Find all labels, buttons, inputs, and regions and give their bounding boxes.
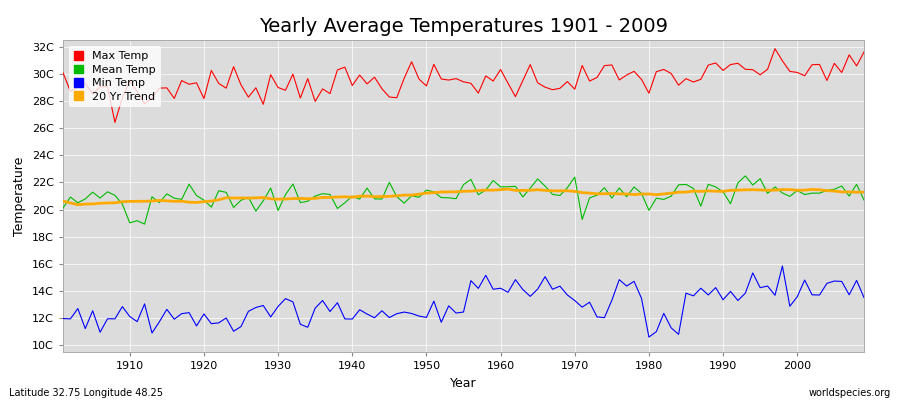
Line: Mean Temp: Mean Temp [63,176,864,224]
20 Yr Trend [510,188,521,193]
20 Yr Trend [72,202,83,207]
Title: Yearly Average Temperatures 1901 - 2009: Yearly Average Temperatures 1901 - 2009 [259,17,668,36]
Min Temp [859,295,869,300]
Mean Temp [117,202,128,206]
Text: Latitude 32.75 Longitude 48.25: Latitude 32.75 Longitude 48.25 [9,388,163,398]
Min Temp [584,300,595,304]
Mean Temp [58,206,68,210]
20 Yr Trend [58,199,68,204]
20 Yr Trend [502,186,513,191]
Max Temp [287,72,298,76]
Max Temp [591,75,602,80]
20 Yr Trend [859,190,869,194]
Mean Temp [495,184,506,189]
Min Temp [488,287,499,292]
Line: 20 Yr Trend: 20 Yr Trend [63,189,864,205]
Y-axis label: Temperature: Temperature [14,156,26,236]
Mean Temp [140,222,150,226]
Min Temp [325,309,336,314]
Line: Min Temp: Min Temp [63,266,864,337]
Max Temp [124,79,135,84]
Max Temp [495,67,506,72]
Min Temp [777,264,788,268]
20 Yr Trend [287,196,298,201]
Mean Temp [332,206,343,211]
X-axis label: Year: Year [450,376,477,390]
20 Yr Trend [124,199,135,204]
Min Temp [495,286,506,291]
20 Yr Trend [332,195,343,200]
Mean Temp [740,174,751,178]
Mean Temp [591,193,602,198]
Min Temp [58,316,68,321]
Min Temp [280,296,291,301]
Mean Temp [502,184,513,189]
Min Temp [117,304,128,309]
20 Yr Trend [495,187,506,192]
Max Temp [770,46,780,51]
Line: Max Temp: Max Temp [63,49,864,122]
Mean Temp [859,198,869,202]
Max Temp [110,120,121,125]
Max Temp [859,50,869,54]
Max Temp [502,81,513,86]
Legend: Max Temp, Mean Temp, Min Temp, 20 Yr Trend: Max Temp, Mean Temp, Min Temp, 20 Yr Tre… [68,46,161,107]
Min Temp [644,335,654,340]
Mean Temp [287,182,298,186]
20 Yr Trend [599,191,610,196]
Text: worldspecies.org: worldspecies.org [809,388,891,398]
Max Temp [332,68,343,72]
Max Temp [58,70,68,75]
